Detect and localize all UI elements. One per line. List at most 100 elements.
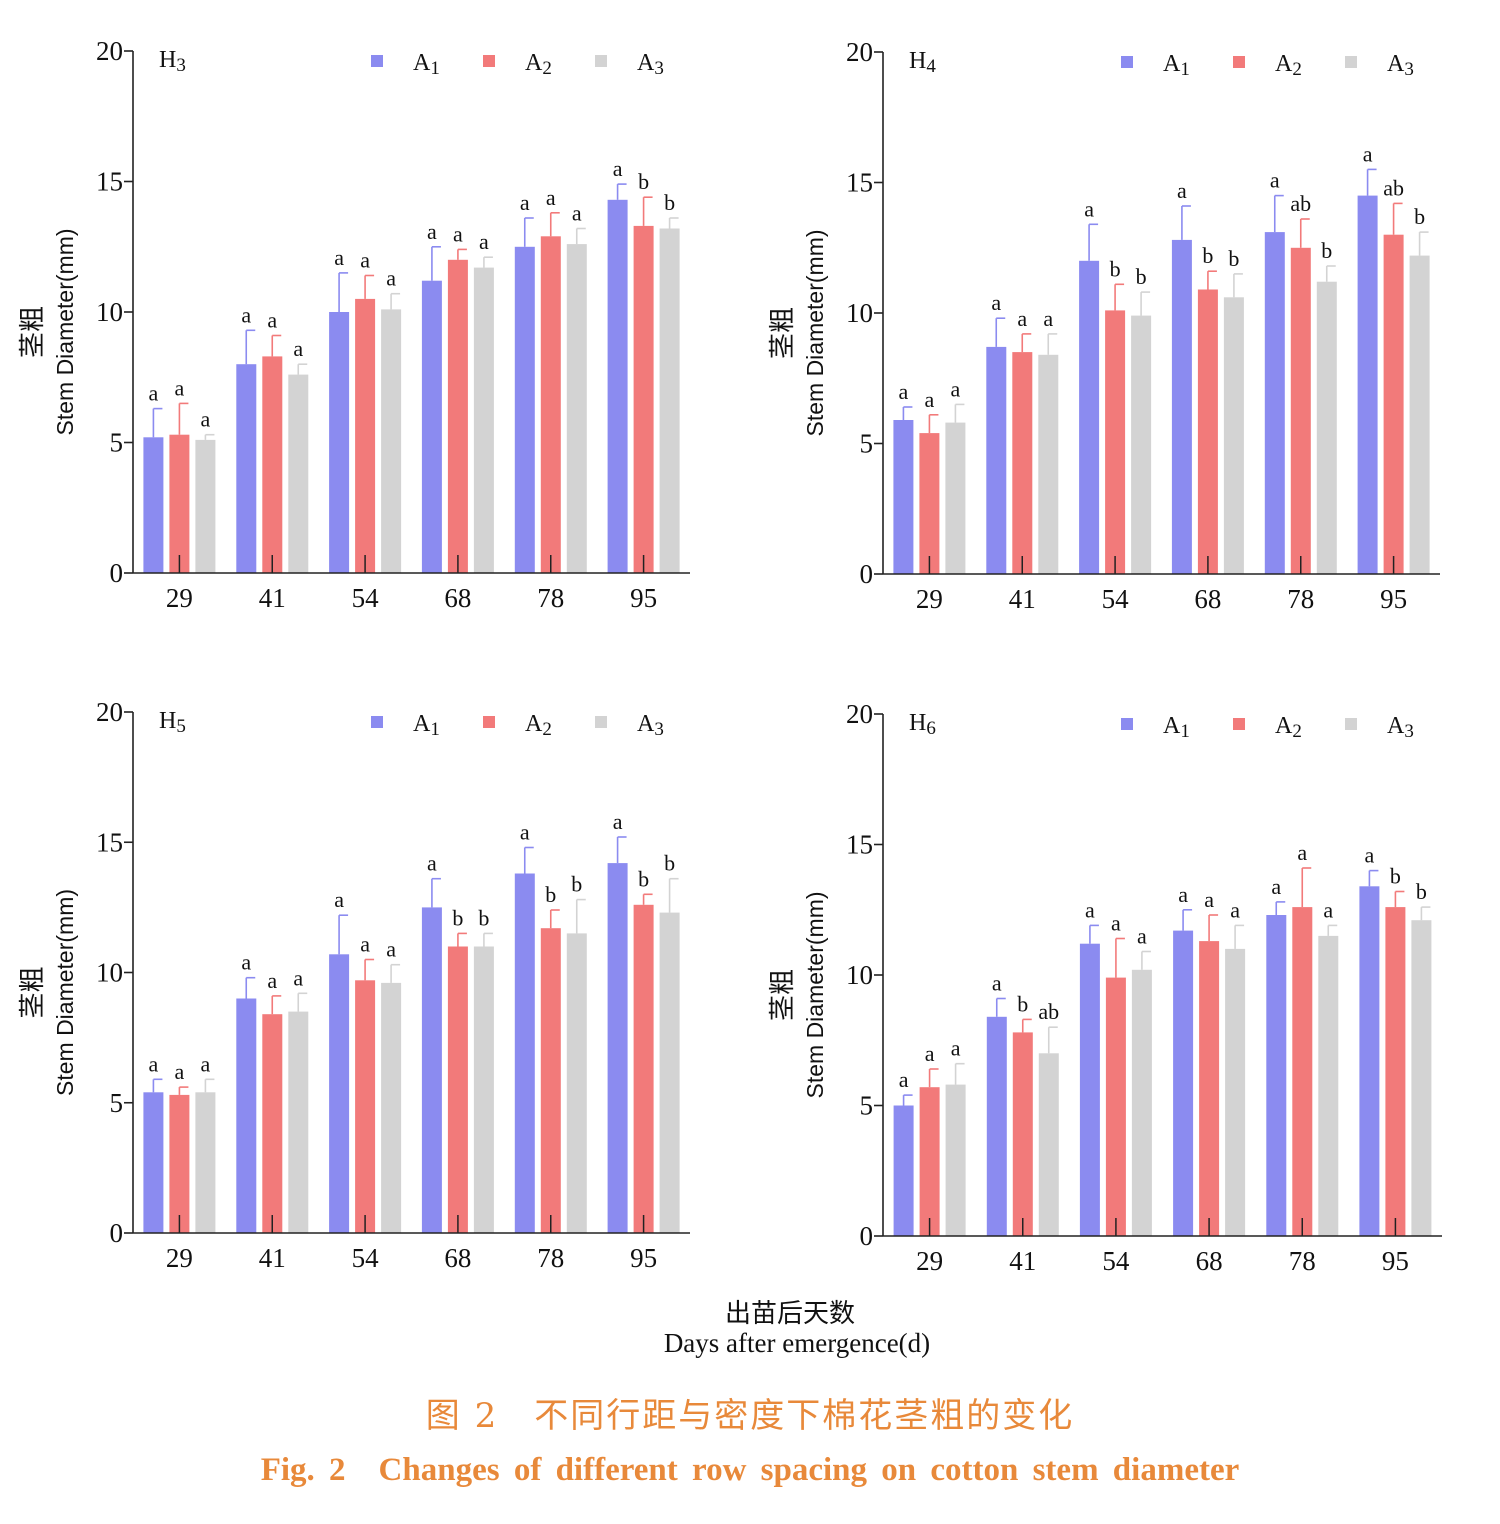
y-tick-label: 10: [96, 958, 123, 988]
significance-letter: b: [545, 882, 556, 907]
bar-a1-54: [1079, 943, 1100, 1236]
y-axis-title-cn: 茎粗: [18, 306, 48, 358]
significance-letter: b: [1416, 879, 1427, 904]
significance-letter: a: [1178, 882, 1188, 907]
bar-a2-54: [355, 298, 376, 573]
significance-letter: a: [1111, 911, 1121, 936]
x-tick-label: 78: [1287, 584, 1314, 614]
significance-letter: a: [360, 932, 370, 957]
legend: A1 A2 A3: [1121, 713, 1414, 742]
y-axis-title-cn: 茎粗: [768, 307, 798, 359]
bar-a1-68: [421, 907, 442, 1233]
x-tick-label: 95: [630, 1243, 657, 1273]
significance-letter: a: [149, 381, 159, 406]
bar-a2-41: [1012, 1032, 1033, 1236]
y-tick-label: 0: [110, 1218, 124, 1248]
significance-letter: a: [1085, 897, 1095, 922]
x-tick-label: 29: [916, 1246, 943, 1276]
y-tick-label: 15: [96, 167, 123, 197]
significance-letter: b: [1414, 204, 1425, 229]
significance-letter: a: [241, 950, 251, 975]
significance-letter: b: [664, 851, 675, 876]
bar-a3-54: [381, 309, 402, 573]
significance-letter: a: [267, 968, 277, 993]
bar-a3-68: [473, 267, 494, 573]
y-tick-label: 10: [846, 960, 873, 990]
bar-a2-41: [1012, 352, 1033, 574]
y-tick-label: 15: [96, 827, 123, 857]
x-tick-label: 54: [1102, 584, 1130, 614]
legend-label: A3: [1387, 713, 1414, 742]
legend-swatch-a3: [1345, 718, 1357, 730]
bar-a2-78: [1290, 247, 1311, 575]
bar-a3-68: [1225, 948, 1246, 1236]
significance-letter: ab: [1383, 175, 1404, 200]
significance-letter: a: [899, 1067, 909, 1092]
legend-swatch-a1: [1121, 718, 1133, 730]
bar-a1-41: [986, 1016, 1007, 1236]
bar-a2-68: [447, 946, 468, 1233]
bar-a3-29: [945, 1084, 966, 1236]
significance-letter: a: [386, 266, 396, 291]
bar-a2-95: [633, 225, 654, 573]
bar-a3-95: [659, 228, 680, 573]
bar-a1-29: [893, 1105, 914, 1236]
bar-a2-29: [169, 434, 190, 573]
significance-letter: a: [992, 971, 1002, 996]
significance-letter: a: [479, 229, 489, 254]
legend-swatch-a1: [371, 55, 383, 67]
y-axis-title-cn: 茎粗: [768, 969, 798, 1021]
significance-letter: a: [546, 185, 556, 210]
x-tick-label: 68: [444, 583, 471, 613]
legend: A1 A2 A3: [371, 50, 664, 79]
y-tick-label: 0: [860, 559, 874, 589]
legend-swatch-a2: [1233, 56, 1245, 68]
y-tick-label: 15: [846, 830, 873, 860]
y-tick-label: 5: [860, 1091, 874, 1121]
significance-letter: a: [334, 245, 344, 270]
y-tick-label: 10: [846, 298, 873, 328]
bar-a2-78: [1292, 907, 1313, 1236]
bar-a2-54: [1105, 310, 1126, 574]
significance-letter: a: [520, 190, 530, 215]
bar-a3-41: [288, 374, 309, 573]
bar-a3-78: [566, 244, 587, 573]
x-tick-label: 68: [1196, 1246, 1223, 1276]
legend: A1 A2 A3: [371, 711, 664, 740]
significance-letter: a: [613, 809, 623, 834]
significance-letter: a: [520, 820, 530, 845]
legend-swatch-a2: [483, 716, 495, 728]
significance-letter: a: [925, 387, 935, 412]
significance-letter: a: [149, 1051, 159, 1076]
significance-letter: b: [1390, 864, 1401, 889]
bar-a3-95: [1411, 920, 1432, 1236]
legend-label: A3: [637, 711, 664, 740]
bar-a2-78: [540, 236, 561, 574]
significance-letter: b: [452, 905, 463, 930]
panel-title: H5: [159, 708, 186, 737]
bar-a1-29: [143, 437, 164, 573]
significance-letter: a: [175, 1059, 185, 1084]
bar-a3-41: [288, 1011, 309, 1233]
legend-swatch-a1: [1121, 56, 1133, 68]
bar-a1-41: [236, 998, 257, 1233]
bar-a1-41: [986, 346, 1007, 574]
figure-caption-cn: 图 2 不同行距与密度下棉花茎粗的变化: [425, 1396, 1075, 1436]
bar-a1-29: [143, 1092, 164, 1233]
significance-letter: b: [478, 905, 489, 930]
legend-swatch-a2: [1233, 718, 1245, 730]
y-tick-label: 10: [96, 297, 123, 327]
x-tick-label: 68: [1194, 584, 1221, 614]
significance-letter: a: [1297, 840, 1307, 865]
x-tick-label: 29: [166, 583, 193, 613]
legend-swatch-a3: [595, 55, 607, 67]
x-title-cn: 出苗后天数: [725, 1299, 855, 1329]
significance-letter: b: [1017, 991, 1028, 1016]
bar-a3-78: [566, 933, 587, 1233]
significance-letter: b: [1228, 246, 1239, 271]
x-tick-label: 78: [537, 1243, 564, 1273]
significance-letter: b: [638, 866, 649, 891]
y-tick-label: 20: [96, 36, 123, 66]
